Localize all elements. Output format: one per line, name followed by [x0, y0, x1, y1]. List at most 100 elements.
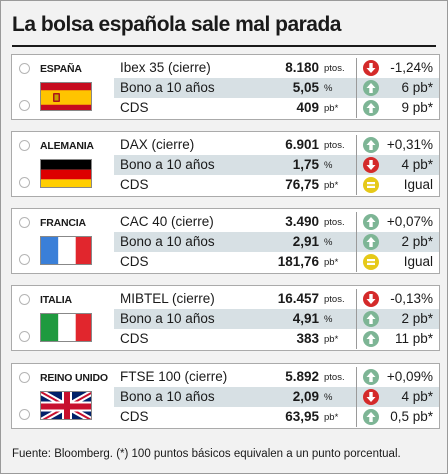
column-divider	[356, 78, 357, 98]
indicator-unit: pb*	[324, 334, 339, 345]
arrow-down-icon	[363, 389, 379, 405]
chart-title: La bolsa española sale mal parada	[12, 13, 342, 36]
table-row: MIBTEL (cierre) 16.457 ptos. -0,13%	[114, 289, 439, 309]
indicator-unit: ptos.	[324, 63, 345, 74]
indicator-unit: %	[324, 314, 333, 325]
source-note: Fuente: Bloomberg. (*) 100 puntos básico…	[12, 448, 401, 460]
indicator-unit: %	[324, 160, 333, 171]
indicator-value: 409	[296, 100, 319, 115]
indicator-unit: pb*	[324, 103, 339, 114]
table-row: CDS 63,95 pb* 0,5 pb*	[114, 407, 439, 427]
radio-button[interactable]	[19, 140, 30, 151]
indicator-unit: ptos.	[324, 217, 345, 228]
indicator-value: 181,76	[277, 254, 319, 269]
table-row: Bono a 10 años 2,91% 2 pb*	[114, 232, 439, 252]
indicator-name: Bono a 10 años	[120, 234, 215, 249]
indicator-name: CDS	[120, 254, 149, 269]
column-divider	[356, 98, 357, 118]
indicator-unit: %	[324, 392, 333, 403]
country-name: REINO UNIDO	[40, 372, 108, 384]
indicator-name: CDS	[120, 100, 149, 115]
column-divider	[356, 309, 357, 329]
indicator-value: 5.892	[285, 369, 319, 384]
indicator-value: 5,05	[292, 80, 319, 95]
indicator-unit: pb*	[324, 412, 339, 423]
indicator-change: 2 pb*	[401, 234, 433, 249]
country-name: ESPAÑA	[40, 63, 82, 75]
country-block: ALEMANIA DAX (cierre) 6.901 ptos. +0,31% Bono…	[11, 131, 440, 197]
table-row: CDS 76,75 pb* Igual	[114, 175, 439, 195]
indicator-value: 2,09	[292, 389, 319, 404]
radio-button[interactable]	[19, 177, 30, 188]
country-block: REINO UNIDO FTSE 100 (cierre) 5.892 ptos. +0…	[11, 363, 440, 429]
indicator-change: +0,07%	[386, 214, 433, 229]
column-divider	[356, 155, 357, 175]
radio-button[interactable]	[19, 254, 30, 265]
indicator-name: DAX (cierre)	[120, 137, 195, 152]
arrow-down-icon	[363, 157, 379, 173]
indicator-name: CDS	[120, 409, 149, 424]
france-flag-icon	[40, 236, 92, 265]
table-row: Bono a 10 años 4,91% 2 pb*	[114, 309, 439, 329]
radio-button[interactable]	[19, 63, 30, 74]
indicator-value: 6.901	[285, 137, 319, 152]
italy-flag-icon	[40, 313, 92, 342]
indicator-change: Igual	[403, 254, 433, 269]
arrow-up-icon	[363, 214, 379, 230]
indicator-change: 6 pb*	[401, 80, 433, 95]
radio-button[interactable]	[19, 372, 30, 383]
indicator-value: 63,95	[285, 409, 319, 424]
table-row: Bono a 10 años 5,05% 6 pb*	[114, 78, 439, 98]
germany-flag-icon	[40, 159, 92, 188]
table-row: Bono a 10 años 2,09% 4 pb*	[114, 387, 439, 407]
table-row: FTSE 100 (cierre) 5.892 ptos. +0,09%	[114, 367, 439, 387]
country-block: ESPAÑA Ibex 35 (cierre) 8.180 ptos. -1,24% Bo…	[11, 54, 440, 120]
indicator-value: 4,91	[292, 311, 319, 326]
indicator-value: 3.490	[285, 214, 319, 229]
radio-button[interactable]	[19, 331, 30, 342]
indicator-change: +0,31%	[386, 137, 433, 152]
column-divider	[356, 212, 357, 232]
indicator-change: -0,13%	[390, 291, 433, 306]
column-divider	[356, 175, 357, 195]
indicator-unit: %	[324, 237, 333, 248]
column-divider	[356, 58, 357, 78]
radio-button[interactable]	[19, 100, 30, 111]
indicator-unit: pb*	[324, 257, 339, 268]
title-rule	[12, 45, 436, 47]
indicator-change: 9 pb*	[401, 100, 433, 115]
indicator-change: 11 pb*	[394, 331, 433, 346]
uk-flag-icon	[40, 391, 92, 420]
table-row: CDS 409 pb* 9 pb*	[114, 98, 439, 118]
radio-button[interactable]	[19, 294, 30, 305]
indicator-name: Bono a 10 años	[120, 311, 215, 326]
indicator-change: 2 pb*	[401, 311, 433, 326]
column-divider	[356, 367, 357, 387]
indicator-change: 0,5 pb*	[390, 409, 433, 424]
radio-button[interactable]	[19, 409, 30, 420]
indicator-change: -1,24%	[390, 60, 433, 75]
arrow-up-icon	[363, 100, 379, 116]
arrow-up-icon	[363, 409, 379, 425]
column-divider	[356, 329, 357, 349]
indicator-unit: ptos.	[324, 140, 345, 151]
indicator-unit: ptos.	[324, 294, 345, 305]
indicator-value: 2,91	[292, 234, 319, 249]
indicator-value: 8.180	[285, 60, 319, 75]
indicator-value: 1,75	[292, 157, 319, 172]
indicator-name: CAC 40 (cierre)	[120, 214, 214, 229]
column-divider	[356, 387, 357, 407]
radio-button[interactable]	[19, 217, 30, 228]
table-row: Bono a 10 años 1,75% 4 pb*	[114, 155, 439, 175]
indicator-unit: ptos.	[324, 372, 345, 383]
equal-icon	[363, 177, 379, 193]
arrow-up-icon	[363, 80, 379, 96]
table-row: CDS 383 pb* 11 pb*	[114, 329, 439, 349]
table-row: CAC 40 (cierre) 3.490 ptos. +0,07%	[114, 212, 439, 232]
indicator-name: CDS	[120, 177, 149, 192]
indicator-change: +0,09%	[386, 369, 433, 384]
indicator-change: Igual	[403, 177, 433, 192]
column-divider	[356, 407, 357, 427]
column-divider	[356, 232, 357, 252]
